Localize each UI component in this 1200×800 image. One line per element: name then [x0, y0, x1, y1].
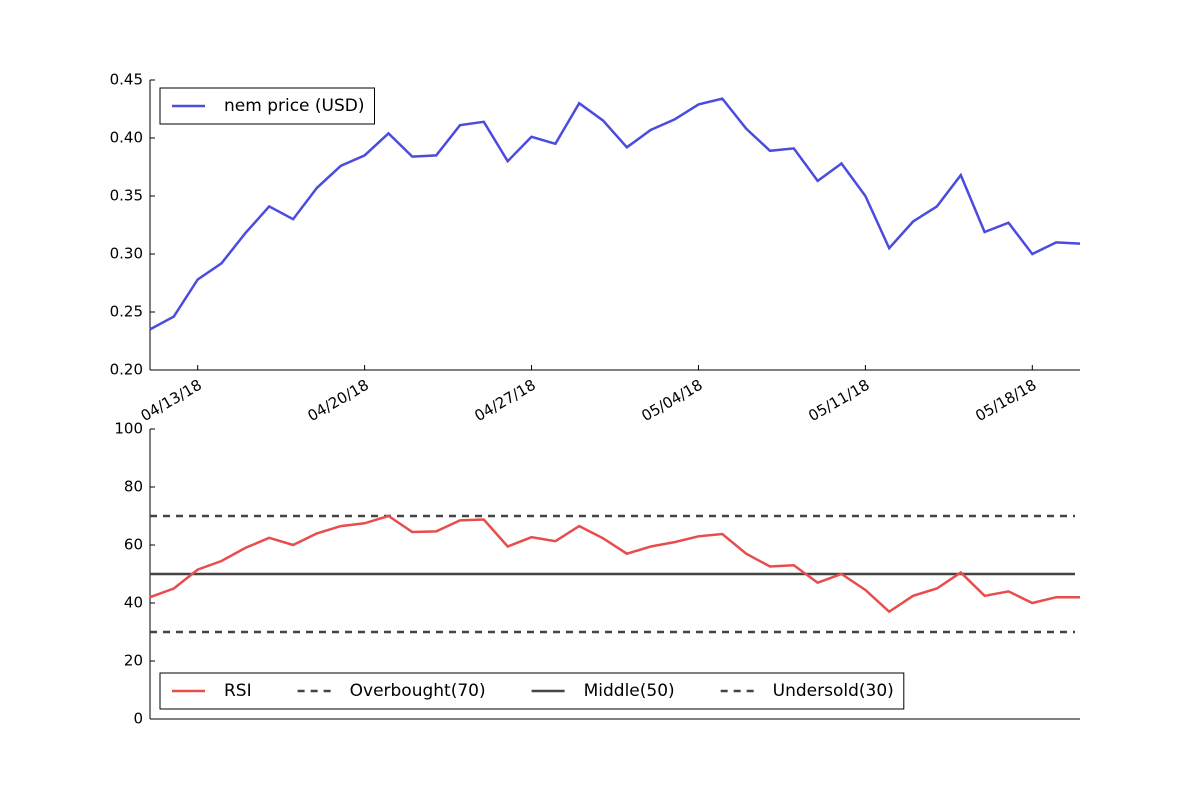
- x-tick-label: 04/20/18: [305, 376, 372, 425]
- y-tick-label: 20: [124, 652, 143, 670]
- y-tick-label: 0.20: [110, 361, 143, 379]
- y-tick-label: 0.40: [110, 129, 143, 147]
- x-tick-label: 04/13/18: [138, 376, 205, 425]
- x-tick-label: 05/11/18: [805, 376, 872, 425]
- y-tick-label: 40: [124, 594, 143, 612]
- x-tick-label: 05/04/18: [638, 376, 705, 425]
- y-tick-label: 60: [124, 536, 143, 554]
- legend-label: RSI: [224, 681, 252, 701]
- legend-label: Overbought(70): [350, 681, 486, 701]
- y-tick-label: 0.45: [110, 71, 143, 89]
- legend-label: nem price (USD): [224, 96, 365, 116]
- legend: RSI Overbought(70) Middle(50) Undersold(30): [159, 672, 905, 710]
- legend-label: Middle(50): [584, 681, 675, 701]
- y-tick-label: 0.35: [110, 187, 143, 205]
- legend-label: Undersold(30): [773, 681, 894, 701]
- price-line: [149, 514, 1080, 614]
- x-tick-label: 04/27/18: [471, 376, 538, 425]
- legend: nem price (USD): [159, 87, 375, 125]
- y-tick-label: 0.30: [110, 245, 143, 263]
- price-line: [149, 97, 1081, 331]
- y-tick-label: 0.25: [110, 303, 143, 321]
- y-tick-label: 80: [124, 478, 143, 496]
- x-tick-label: 05/18/18: [972, 376, 1039, 425]
- y-tick-label: 0: [133, 710, 143, 728]
- y-tick-label: 100: [114, 420, 143, 438]
